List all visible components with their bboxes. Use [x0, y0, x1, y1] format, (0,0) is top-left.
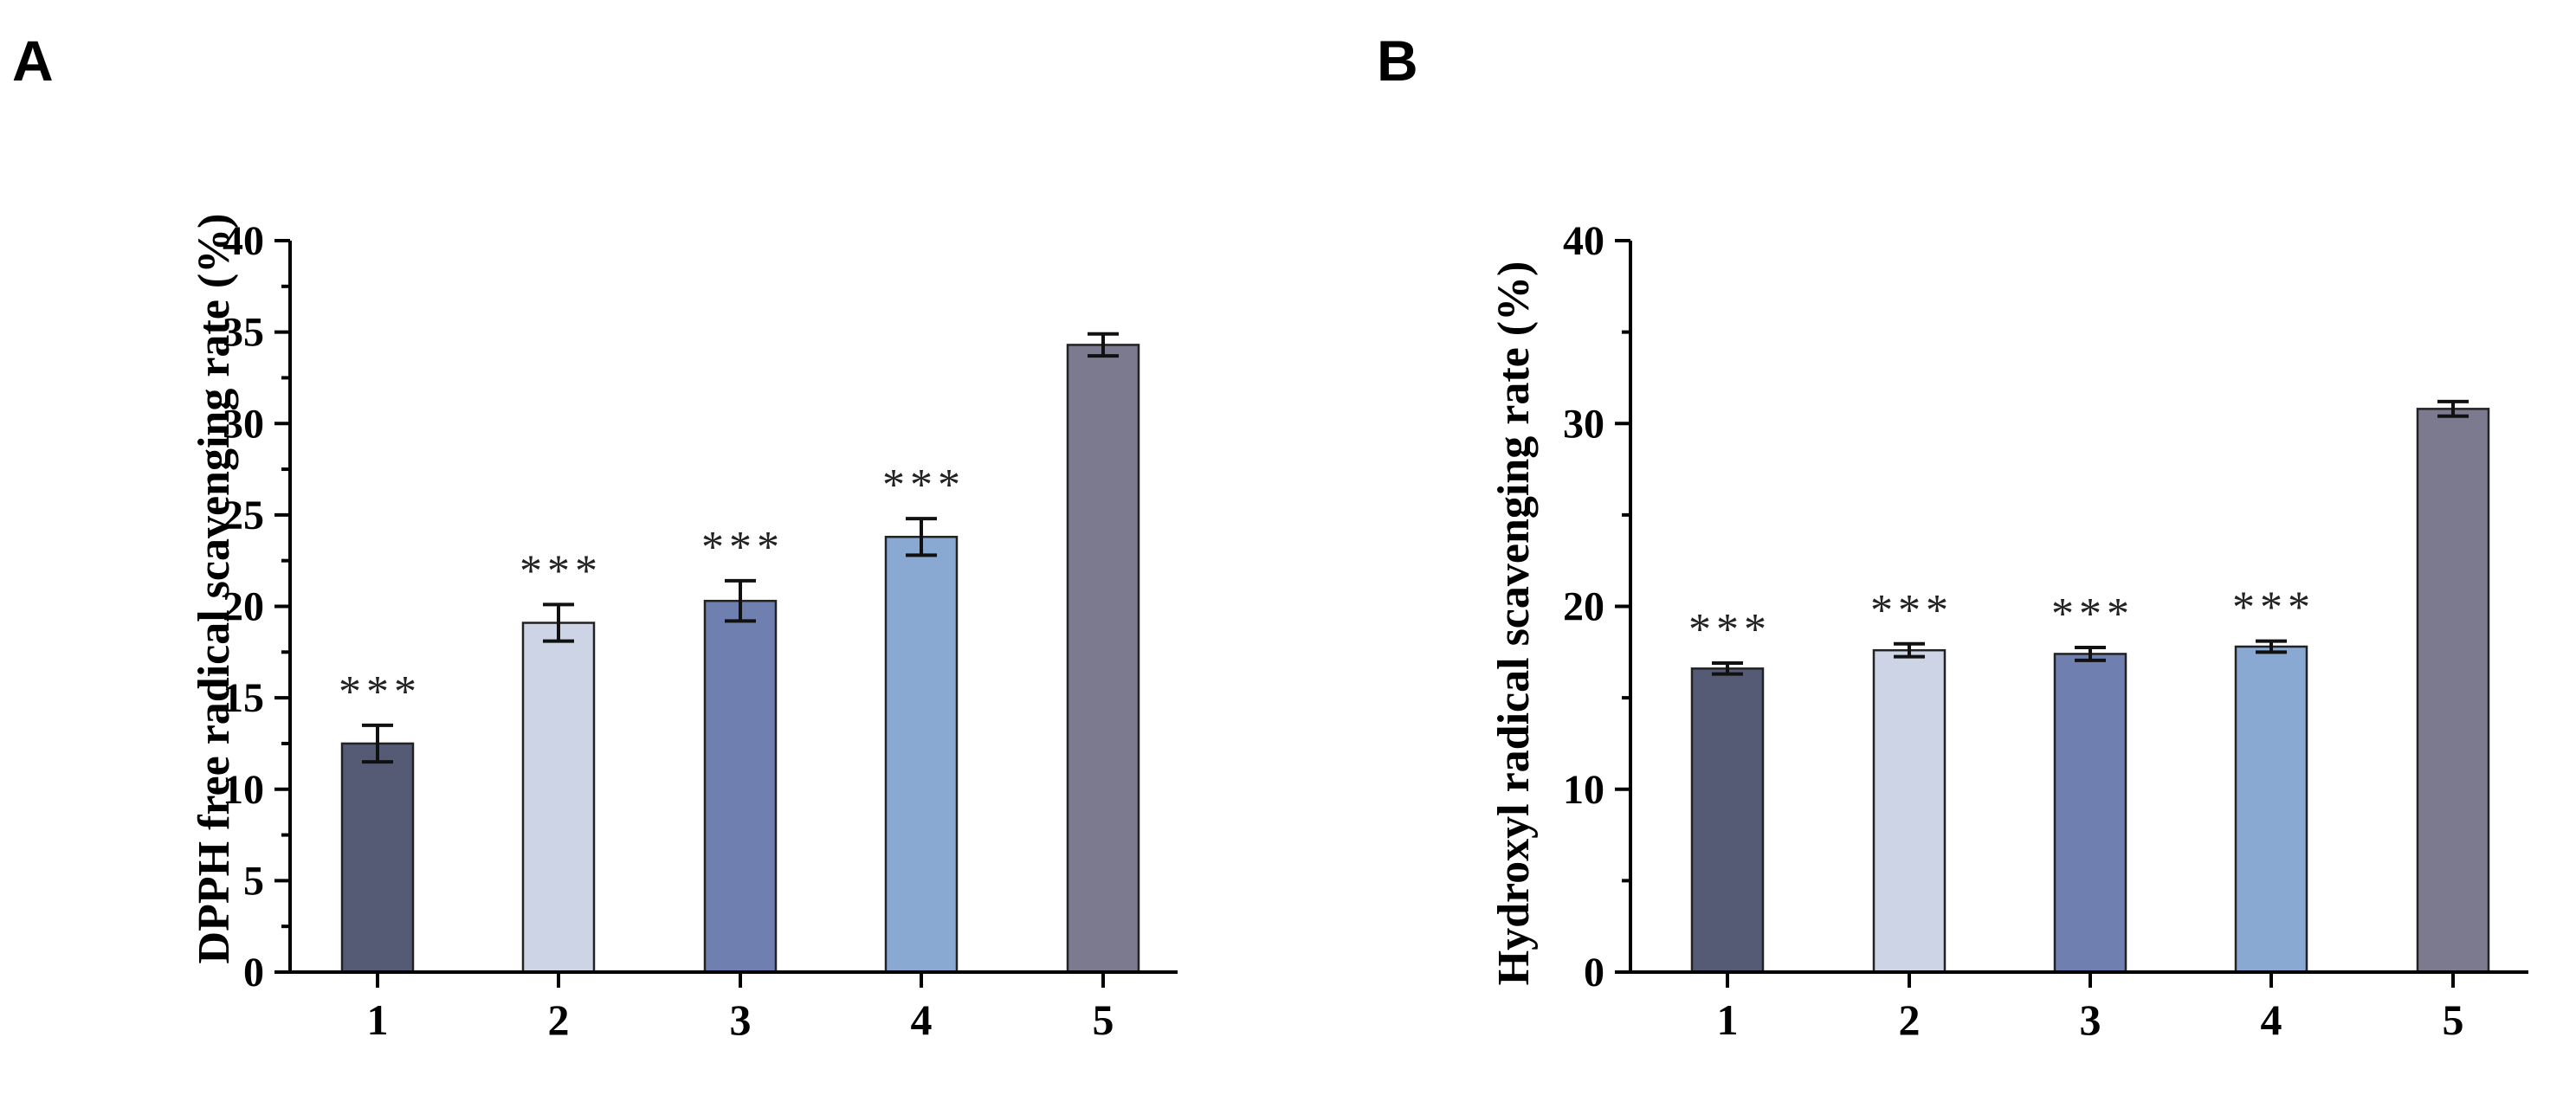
y-tick-label-a: 0	[243, 950, 264, 995]
y-tick-label-a: 30	[223, 401, 264, 447]
bar-a-2	[521, 622, 596, 974]
panel-b: B Hydroxyl radical scavenging rate (%) 0…	[1377, 29, 2528, 1044]
significance-marker-a-1: ***	[339, 667, 422, 717]
panel-a: A DPPH free radical scavenging rate (%) …	[12, 29, 1178, 1044]
y-tick-label-b: 10	[1563, 767, 1604, 813]
y-tick-label-a: 10	[223, 767, 264, 813]
error-bar-b-2	[1894, 641, 1925, 659]
significance-marker-b-2: ***	[1870, 586, 1953, 635]
y-tick-label-b: 30	[1563, 401, 1604, 447]
bar-b-3	[2053, 653, 2127, 974]
panel-letter-a: A	[12, 29, 54, 93]
error-bar-a-2	[543, 602, 574, 643]
x-axis-a: 1 2 3 4 5	[367, 972, 1114, 1044]
error-bars-b	[1712, 399, 2469, 676]
error-bars-a	[362, 332, 1119, 764]
significance-a: *** *** *** ***	[339, 461, 965, 717]
y-tick-label-a: 25	[223, 493, 264, 538]
axes-b	[1629, 241, 2528, 974]
significance-marker-a-3: ***	[701, 523, 784, 572]
y-tick-label-a: 35	[223, 310, 264, 356]
x-tick-label-b: 4	[2261, 995, 2282, 1044]
significance-b: *** *** *** ***	[1688, 583, 2315, 654]
error-bar-b-5	[2437, 399, 2469, 418]
y-tick-label-a: 15	[223, 675, 264, 721]
bar-b-1	[1690, 667, 1765, 974]
x-tick-label-b: 5	[2443, 995, 2464, 1044]
bars-b	[1690, 408, 2490, 974]
x-tick-label-a: 3	[730, 995, 752, 1044]
x-tick-label-a: 5	[1093, 995, 1114, 1044]
x-tick-label-a: 4	[911, 995, 933, 1044]
y-axis-title-b: Hydroxyl radical scavenging rate (%)	[1489, 261, 1539, 986]
bar-a-1	[340, 742, 415, 974]
bar-b-5	[2416, 408, 2490, 974]
y-tick-label-b: 40	[1563, 218, 1604, 264]
error-bar-a-1	[362, 723, 393, 764]
y-tick-label-a: 20	[223, 584, 264, 630]
y-tick-label-b: 20	[1563, 584, 1604, 630]
x-tick-label-b: 1	[1717, 995, 1739, 1044]
y-tick-label-a: 40	[223, 218, 264, 264]
bar-a-3	[703, 599, 778, 974]
y-axis-title-a: DPPH free radical scavenging rate (%)	[190, 214, 239, 964]
error-bar-b-4	[2256, 639, 2287, 654]
error-bar-b-3	[2075, 646, 2106, 662]
x-axis-b: 1 2 3 4 5	[1717, 972, 2464, 1044]
significance-marker-b-3: ***	[2051, 589, 2134, 639]
error-bar-a-5	[1088, 332, 1119, 358]
axes-a	[288, 241, 1178, 974]
bar-a-4	[884, 535, 959, 974]
significance-marker-b-4: ***	[2232, 583, 2315, 633]
error-bar-a-3	[725, 578, 756, 623]
panel-letter-b: B	[1377, 29, 1418, 93]
bars-a	[340, 344, 1140, 974]
x-tick-label-b: 3	[2080, 995, 2101, 1044]
bar-b-2	[1872, 648, 1947, 974]
x-tick-label-a: 2	[548, 995, 570, 1044]
bar-a-5	[1066, 344, 1140, 974]
x-tick-label-b: 2	[1899, 995, 1921, 1044]
significance-marker-a-4: ***	[882, 461, 965, 510]
bar-b-4	[2234, 645, 2308, 974]
x-tick-label-a: 1	[367, 995, 389, 1044]
significance-marker-a-2: ***	[520, 546, 603, 596]
error-bar-b-1	[1712, 660, 1743, 676]
y-tick-label-a: 5	[243, 858, 264, 904]
significance-marker-b-1: ***	[1688, 605, 1772, 654]
error-bar-a-4	[906, 517, 937, 557]
y-axis-b: 0 10 20 30 40	[1563, 218, 1630, 995]
y-tick-label-b: 0	[1584, 950, 1604, 995]
